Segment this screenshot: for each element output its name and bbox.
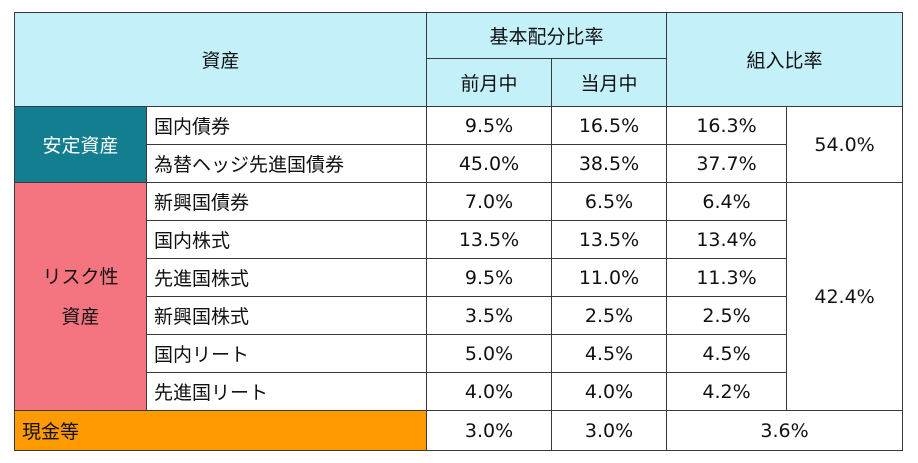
prev-month-value: 9.5%	[426, 106, 553, 145]
asset-name: 国内債券	[145, 106, 428, 145]
this-month-value: 4.0%	[551, 372, 668, 411]
this-month-value: 11.0%	[551, 258, 668, 297]
header-allocation-ratio: 組入比率	[666, 12, 904, 107]
prev-month-value: 45.0%	[426, 144, 553, 183]
allocation-ratio-value: 2.5%	[666, 296, 788, 335]
asset-name: 国内株式	[145, 220, 428, 259]
asset-allocation-table: 資産 基本配分比率 組入比率 前月中 当月中 安定資産 国内債券 9.5% 16…	[13, 12, 904, 451]
this-month-value: 6.5%	[551, 182, 668, 221]
this-month-value: 3.0%	[551, 410, 668, 451]
cash-allocation-ratio: 3.6%	[666, 410, 904, 451]
risk-subtotal: 42.4%	[786, 182, 904, 411]
prev-month-value: 5.0%	[426, 334, 553, 373]
prev-month-value: 13.5%	[426, 220, 553, 259]
prev-month-value: 3.0%	[426, 410, 553, 451]
prev-month-value: 4.0%	[426, 372, 553, 411]
prev-month-value: 9.5%	[426, 258, 553, 297]
asset-name: 新興国株式	[145, 296, 428, 335]
table-row: 為替ヘッジ先進国債券 45.0% 38.5% 37.7%	[15, 144, 903, 183]
table-row: 国内リート 5.0% 4.5% 4.5%	[15, 334, 903, 373]
allocation-ratio-value: 6.4%	[666, 182, 788, 221]
asset-name: 先進国リート	[145, 372, 428, 411]
stable-subtotal: 54.0%	[786, 106, 904, 183]
asset-name: 為替ヘッジ先進国債券	[145, 144, 428, 183]
table-row: 先進国リート 4.0% 4.0% 4.2%	[15, 372, 903, 411]
this-month-value: 2.5%	[551, 296, 668, 335]
prev-month-value: 7.0%	[426, 182, 553, 221]
allocation-ratio-value: 37.7%	[666, 144, 788, 183]
allocation-ratio-value: 11.3%	[666, 258, 788, 297]
table-row: 新興国株式 3.5% 2.5% 2.5%	[15, 296, 903, 335]
this-month-value: 4.5%	[551, 334, 668, 373]
category-stable-assets: 安定資産	[14, 106, 147, 183]
table-row: 国内株式 13.5% 13.5% 13.4%	[15, 220, 903, 259]
table-row-cash: 現金等 3.0% 3.0% 3.6%	[13, 410, 904, 451]
header-base-allocation: 基本配分比率	[426, 12, 668, 59]
allocation-ratio-value: 13.4%	[666, 220, 788, 259]
header-prev-month: 前月中	[426, 58, 553, 107]
this-month-value: 38.5%	[551, 144, 668, 183]
header-this-month: 当月中	[551, 58, 668, 107]
table-row: 安定資産 国内債券 9.5% 16.5% 16.3% 54.0%	[14, 106, 904, 183]
category-cash: 現金等	[13, 410, 428, 451]
allocation-ratio-value: 4.5%	[666, 334, 788, 373]
table-row: 先進国株式 9.5% 11.0% 11.3%	[15, 258, 903, 297]
header-asset: 資産	[13, 12, 428, 107]
this-month-value: 16.5%	[551, 106, 668, 145]
asset-name: 新興国債券	[145, 182, 428, 221]
allocation-ratio-value: 16.3%	[666, 106, 788, 145]
this-month-value: 13.5%	[551, 220, 668, 259]
category-risk-assets: リスク性 資産	[14, 182, 147, 411]
table-row: リスク性 資産 新興国債券 7.0% 6.5% 6.4% 42.4%	[14, 182, 904, 411]
risk-category-line2: 資産	[61, 305, 100, 328]
asset-name: 国内リート	[145, 334, 428, 373]
asset-name: 先進国株式	[145, 258, 428, 297]
risk-category-line1: リスク性	[42, 265, 119, 288]
allocation-table-container: 資産 基本配分比率 組入比率 前月中 当月中 安定資産 国内債券 9.5% 16…	[13, 12, 904, 451]
allocation-ratio-value: 4.2%	[666, 372, 788, 411]
prev-month-value: 3.5%	[426, 296, 553, 335]
